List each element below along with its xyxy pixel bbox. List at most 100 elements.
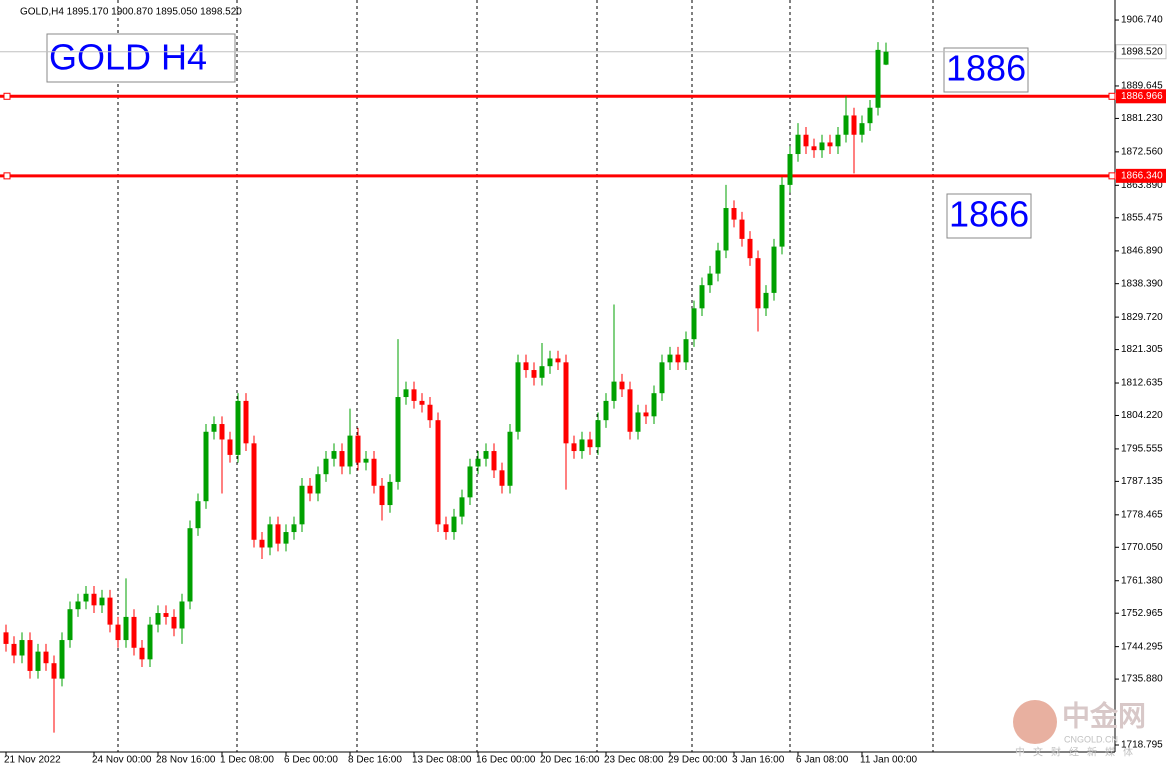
candle-body [59, 640, 65, 679]
candle-body [203, 431, 209, 502]
candle-body [507, 431, 513, 486]
candle-body [219, 424, 225, 440]
y-tick-label: 1855.475 [1121, 212, 1163, 223]
candle-body [707, 273, 713, 286]
candle-body [419, 400, 425, 405]
logo-slogan: 中文财经新媒体 [1015, 746, 1141, 759]
candle-body [715, 250, 721, 274]
candle-body [379, 485, 385, 506]
x-tick-label: 29 Dec 00:00 [668, 755, 728, 766]
x-tick-label: 16 Dec 00:00 [476, 755, 536, 766]
candle-body [659, 362, 665, 394]
candle-body [115, 624, 121, 641]
candle-body [3, 632, 9, 644]
level-handle [1108, 172, 1116, 180]
x-tick-label: 23 Dec 08:00 [604, 755, 664, 766]
candle-body [27, 640, 33, 671]
candle-body [163, 613, 169, 617]
candle-body [227, 439, 233, 455]
x-tick-label: 6 Jan 08:00 [796, 755, 849, 766]
candle-body [267, 524, 273, 548]
annotation: GOLD H4 [49, 37, 207, 78]
y-tick-label: 1761.380 [1121, 575, 1163, 586]
candle-body [755, 258, 761, 309]
candle-body [635, 412, 641, 432]
candle-body [139, 647, 145, 660]
candle-body [699, 285, 705, 309]
candle-body [771, 246, 777, 293]
x-tick-label: 8 Dec 16:00 [348, 755, 402, 766]
candle-body [859, 123, 865, 135]
level-handle [1108, 92, 1116, 100]
candle-body [683, 339, 689, 363]
y-tick-label: 1906.740 [1121, 15, 1163, 26]
level-label-box [1116, 89, 1166, 104]
candle-body [99, 597, 105, 606]
annotation: 1866 [949, 194, 1029, 235]
x-tick-label: 6 Dec 00:00 [284, 755, 338, 766]
y-tick-label: 1812.635 [1121, 378, 1163, 389]
y-tick-label: 1838.390 [1121, 278, 1163, 289]
candle-body [835, 134, 841, 147]
x-tick-label: 1 Dec 08:00 [220, 755, 274, 766]
x-tick-label: 28 Nov 16:00 [156, 755, 216, 766]
candle-body [323, 458, 329, 475]
candle-body [251, 443, 257, 540]
y-tick-label: 1846.890 [1121, 246, 1163, 257]
candle-body [83, 593, 89, 602]
candle-body [619, 381, 625, 390]
candle-body [555, 358, 561, 363]
annotation: 1886 [946, 48, 1026, 89]
x-tick-label: 20 Dec 16:00 [540, 755, 600, 766]
candle-body [11, 643, 17, 656]
candle-body [531, 370, 537, 378]
chart-header: GOLD,H4 1895.170 1900.870 1895.050 1898.… [20, 7, 242, 18]
candle-body [579, 439, 585, 452]
candle-body [171, 616, 177, 629]
level-label-box [1116, 168, 1166, 183]
candle-body [451, 516, 457, 533]
candle-body [243, 400, 249, 444]
candle-body [763, 292, 769, 309]
candle-body [651, 393, 657, 417]
candle-body [571, 443, 577, 452]
y-tick-label: 1804.220 [1121, 410, 1163, 421]
candle-body [603, 400, 609, 421]
candle-body [75, 601, 81, 610]
x-tick-label: 24 Nov 00:00 [92, 755, 152, 766]
candle-body [259, 539, 265, 548]
candle-body [459, 497, 465, 517]
y-tick-label: 1863.890 [1121, 180, 1163, 191]
candle-body [283, 532, 289, 544]
candle-body [779, 184, 785, 247]
candle-body [411, 389, 417, 401]
candle-body [475, 458, 481, 467]
candle-body [35, 651, 41, 671]
y-tick-label: 1735.880 [1121, 674, 1163, 685]
candle-body [43, 651, 49, 664]
candle-body [499, 470, 505, 486]
candle-body [67, 609, 73, 641]
candle-body [435, 420, 441, 525]
y-tick-label: 1889.645 [1121, 81, 1163, 92]
candle-body [155, 613, 161, 625]
candle-body [875, 49, 881, 108]
candle-body [547, 358, 553, 367]
candle-body [339, 451, 345, 467]
candle-body [307, 485, 313, 494]
candle-body [467, 466, 473, 498]
y-tick-label: 1829.720 [1121, 312, 1163, 323]
candle-body [803, 134, 809, 147]
candle-body [235, 400, 241, 455]
candle-body [595, 420, 601, 448]
candle-body [587, 439, 593, 448]
x-tick-label: 13 Dec 08:00 [412, 755, 472, 766]
candle-body [179, 601, 185, 629]
candle-body [91, 593, 97, 606]
candle-body [691, 308, 697, 340]
y-tick-label: 1872.560 [1121, 147, 1163, 158]
annotation-box [946, 193, 1032, 239]
y-tick-label: 1718.795 [1121, 740, 1163, 751]
